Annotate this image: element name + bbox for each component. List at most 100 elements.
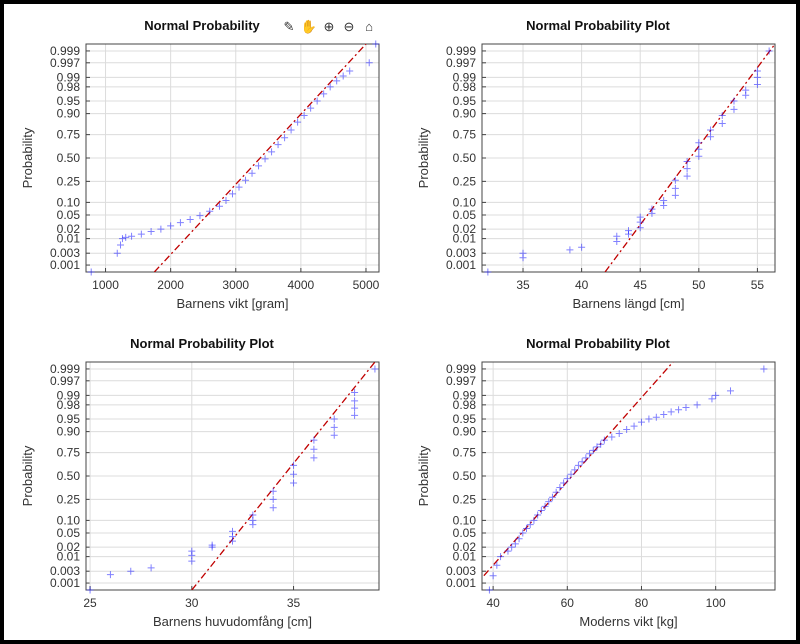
y-tick-label: 0.02 <box>453 222 477 236</box>
figure-window: 0.001 0.003 0.01 0.02 0.05 0.10 0.25 0.50 0.75 0.… <box>4 4 796 640</box>
plot-area <box>481 43 776 273</box>
data-point <box>300 112 308 120</box>
y-tick-label: 0.001 <box>50 576 80 590</box>
x-tick-label: 25 <box>83 596 97 610</box>
data-point <box>582 454 590 462</box>
data-point <box>290 479 298 487</box>
zoom-in-icon[interactable]: ⊕ <box>323 19 335 34</box>
data-point <box>636 213 644 221</box>
data-point <box>667 408 675 416</box>
data-point <box>718 120 726 128</box>
plot-birth-length: 0.001 0.003 0.01 0.02 0.05 0.10 0.25 0.50 0.75 0.… <box>400 4 796 322</box>
x-tick-label: 35 <box>516 278 530 292</box>
data-point <box>707 133 715 141</box>
data-point <box>127 567 135 575</box>
hand-pan-icon[interactable]: ✋ <box>300 19 318 34</box>
data-point <box>648 205 656 213</box>
data-point <box>87 268 95 276</box>
data-point <box>326 83 334 91</box>
y-tick-label: 0.50 <box>453 469 477 483</box>
data-point <box>113 249 121 257</box>
data-point <box>330 431 338 439</box>
data-point <box>274 141 282 149</box>
data-point <box>222 196 230 204</box>
data-point <box>683 172 691 180</box>
data-point <box>365 59 373 67</box>
y-tick-label: 0.997 <box>446 374 476 388</box>
data-point <box>637 418 645 426</box>
fit-line <box>483 362 674 577</box>
x-axis-label: Barnens vikt [gram] <box>177 296 289 311</box>
data-point <box>765 47 773 55</box>
data-point <box>372 40 380 48</box>
data-point <box>695 152 703 160</box>
x-tick-label: 80 <box>635 596 649 610</box>
data-point <box>693 401 701 409</box>
data-point <box>578 243 586 251</box>
data-point <box>290 470 298 478</box>
data-point <box>330 423 338 431</box>
data-point <box>333 77 341 85</box>
data-point <box>683 157 691 165</box>
data-point <box>196 212 204 220</box>
data-point <box>229 190 236 198</box>
x-tick-label: 60 <box>561 596 575 610</box>
data-point <box>613 232 621 240</box>
y-tick-label: 0.999 <box>446 44 476 58</box>
chart-title: Normal Probability Plot <box>526 18 670 33</box>
data-point <box>753 81 761 89</box>
y-tick-label: 0.05 <box>453 526 477 540</box>
y-tick-label: 0.75 <box>57 128 81 142</box>
y-tick-label: 0.25 <box>453 174 477 188</box>
data-point <box>290 461 298 469</box>
zoom-out-icon[interactable]: ⊖ <box>343 19 355 34</box>
y-tick-label: 0.99 <box>453 70 477 84</box>
plot-toolbar: ✎ ✋ ⊕ ⊖ ⌂ <box>280 18 378 36</box>
data-point <box>537 506 545 514</box>
data-point <box>552 488 560 496</box>
data-point <box>208 541 216 549</box>
x-tick-label: 40 <box>575 278 589 292</box>
data-point <box>730 97 738 105</box>
data-point <box>660 411 668 419</box>
data-point <box>508 543 516 551</box>
x-tick-label: 30 <box>185 596 199 610</box>
x-tick-label: 55 <box>751 278 765 292</box>
home-icon[interactable]: ⌂ <box>365 19 373 34</box>
fit-line <box>191 362 376 590</box>
data-point <box>137 230 145 238</box>
data-point <box>167 222 175 230</box>
data-point <box>742 86 750 94</box>
y-tick-label: 0.50 <box>57 469 81 483</box>
data-point <box>578 458 586 466</box>
data-point <box>586 450 594 458</box>
data-point <box>330 415 338 423</box>
brush-icon[interactable]: ✎ <box>283 19 295 34</box>
y-axis-label: Probability <box>20 445 35 506</box>
data-point <box>534 511 542 519</box>
data-point <box>86 586 94 594</box>
data-point <box>630 422 638 430</box>
y-tick-label: 0.50 <box>57 151 81 165</box>
data-point <box>675 406 683 414</box>
fit-line <box>153 44 367 272</box>
data-point <box>268 148 276 156</box>
data-point <box>625 227 632 235</box>
data-point <box>320 90 328 98</box>
plot-area <box>85 361 380 591</box>
data-point <box>541 502 549 510</box>
y-tick-label: 0.75 <box>453 446 477 460</box>
y-tick-label: 0.05 <box>453 208 477 222</box>
y-axis-label: Probability <box>416 127 431 188</box>
y-tick-label: 0.02 <box>453 540 477 554</box>
data-point <box>128 232 136 240</box>
y-tick-label: 0.003 <box>446 246 476 260</box>
y-tick-label: 0.75 <box>57 446 81 460</box>
data-point <box>566 246 574 254</box>
y-tick-label: 0.05 <box>57 208 81 222</box>
data-point <box>571 466 579 474</box>
